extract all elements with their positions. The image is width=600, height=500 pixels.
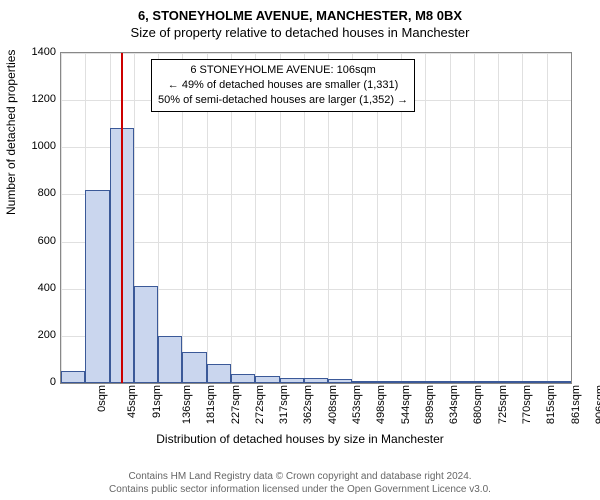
x-tick-label: 634sqm — [448, 385, 460, 424]
histogram-bar — [255, 376, 279, 383]
chart-title-address: 6, STONEYHOLME AVENUE, MANCHESTER, M8 0B… — [0, 0, 600, 23]
x-tick-label: 227sqm — [230, 385, 242, 424]
x-axis-label: Distribution of detached houses by size … — [0, 432, 600, 446]
histogram-bar — [377, 381, 401, 383]
property-marker-line — [121, 53, 123, 383]
histogram-bar — [231, 374, 255, 383]
histogram-bar — [85, 190, 109, 383]
x-tick-label: 815sqm — [545, 385, 557, 424]
histogram-bar — [401, 381, 425, 383]
info-line-property: 6 STONEYHOLME AVENUE: 106sqm — [158, 63, 408, 78]
gridline-h — [61, 194, 571, 195]
property-info-box: 6 STONEYHOLME AVENUE: 106sqm ← 49% of de… — [151, 59, 415, 112]
histogram-bar — [158, 336, 182, 383]
gridline-v — [498, 53, 499, 383]
gridline-h — [61, 242, 571, 243]
x-tick-label: 408sqm — [327, 385, 339, 424]
histogram-bar — [498, 381, 522, 383]
gridline-v — [450, 53, 451, 383]
histogram-bar — [547, 381, 571, 383]
histogram-bar — [280, 378, 304, 383]
histogram-bar — [182, 352, 206, 383]
y-tick-label: 400 — [38, 282, 56, 294]
y-axis-label: Number of detached properties — [4, 50, 18, 215]
histogram-bar — [522, 381, 546, 383]
gridline-v — [474, 53, 475, 383]
histogram-bar — [425, 381, 449, 383]
histogram-bar — [61, 371, 85, 383]
y-tick-label: 0 — [50, 376, 56, 388]
histogram-bar — [304, 378, 328, 383]
footer-line2: Contains public sector information licen… — [0, 483, 600, 496]
x-tick-label: 589sqm — [424, 385, 436, 424]
x-tick-label: 680sqm — [473, 385, 485, 424]
y-tick-label: 800 — [38, 187, 56, 199]
x-tick-label: 45sqm — [126, 385, 138, 418]
y-tick-label: 200 — [38, 329, 56, 341]
footer-attribution: Contains HM Land Registry data © Crown c… — [0, 470, 600, 496]
y-tick-label: 1000 — [32, 140, 56, 152]
x-tick-label: 453sqm — [351, 385, 363, 424]
x-tick-label: 906sqm — [594, 385, 600, 424]
gridline-h — [61, 147, 571, 148]
info-line-smaller: ← 49% of detached houses are smaller (1,… — [158, 78, 408, 93]
x-tick-label: 725sqm — [497, 385, 509, 424]
y-tick-label: 1400 — [32, 46, 56, 58]
info-line-larger: 50% of semi-detached houses are larger (… — [158, 93, 408, 108]
histogram-bar — [328, 379, 352, 383]
x-tick-label: 544sqm — [400, 385, 412, 424]
x-tick-label: 362sqm — [303, 385, 315, 424]
x-tick-label: 861sqm — [570, 385, 582, 424]
x-tick-label: 498sqm — [375, 385, 387, 424]
y-tick-label: 600 — [38, 235, 56, 247]
footer-line1: Contains HM Land Registry data © Crown c… — [0, 470, 600, 483]
x-tick-label: 136sqm — [181, 385, 193, 424]
chart-container: 6, STONEYHOLME AVENUE, MANCHESTER, M8 0B… — [0, 0, 600, 500]
x-tick-label: 272sqm — [254, 385, 266, 424]
x-tick-label: 317sqm — [278, 385, 290, 424]
chart-title-description: Size of property relative to detached ho… — [0, 23, 600, 40]
histogram-bar — [207, 364, 231, 383]
y-tick-label: 1200 — [32, 93, 56, 105]
x-tick-label: 770sqm — [521, 385, 533, 424]
histogram-bar — [352, 381, 376, 383]
gridline-v — [425, 53, 426, 383]
histogram-bar — [134, 286, 158, 383]
chart-plot-area: 6 STONEYHOLME AVENUE: 106sqm ← 49% of de… — [60, 52, 572, 384]
x-tick-label: 181sqm — [205, 385, 217, 424]
gridline-v — [547, 53, 548, 383]
gridline-v — [522, 53, 523, 383]
x-tick-label: 0sqm — [96, 385, 108, 412]
gridline-v — [61, 53, 62, 383]
histogram-bar — [474, 381, 498, 383]
histogram-bar — [450, 381, 474, 383]
x-tick-label: 91sqm — [151, 385, 163, 418]
gridline-h — [61, 53, 571, 54]
